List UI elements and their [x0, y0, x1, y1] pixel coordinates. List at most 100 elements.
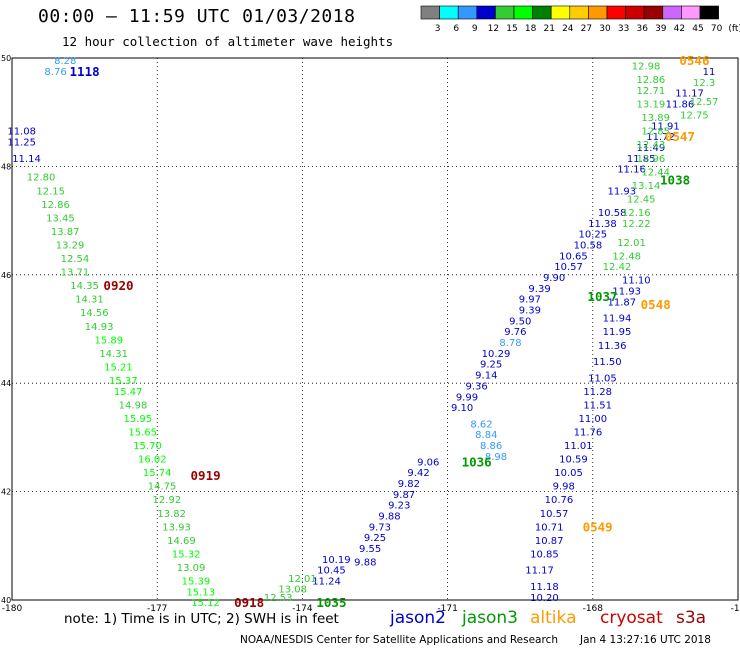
jason3-wave-height-label: 12.98 [632, 62, 661, 73]
jason3-wave-height-label: 12.16 [622, 208, 651, 219]
colorbar-tick-label: 21 [543, 24, 554, 34]
altika-wave-height-label: 8.84 [475, 430, 497, 441]
colorbar-swatch [513, 5, 533, 20]
jason3-wave-height-label: 13.29 [56, 240, 85, 251]
altika-wave-height-label: 8.28 [54, 56, 76, 67]
jason3-wave-height-label: 13.09 [177, 563, 206, 574]
jason3-wave-height-label: 15.13 [186, 587, 215, 598]
jason3-wave-height-label: 12.45 [627, 194, 656, 205]
colorbar-tick-label: 18 [525, 24, 537, 34]
pass-time-label: 1035 [316, 595, 346, 610]
jason3-wave-height-label: 15.32 [172, 549, 201, 560]
footer-organization: NOAA/NESDIS Center for Satellite Applica… [240, 634, 558, 646]
jason2-wave-height-label: 10.59 [559, 455, 588, 466]
jason3-wave-height-label: 15.74 [143, 468, 172, 479]
jason3-wave-height-label: 15.37 [109, 376, 138, 387]
jason2-wave-height-label: 10.71 [535, 522, 564, 533]
jason2-wave-height-label: 10.58 [598, 208, 627, 219]
jason3-wave-height-label: 12.86 [41, 200, 70, 211]
jason3-wave-height-label: 15.70 [133, 441, 162, 452]
colorbar-swatch [476, 5, 496, 20]
jason2-wave-height-label: 9.14 [475, 371, 497, 382]
jason2-wave-height-label: 11.14 [12, 154, 41, 165]
jason3-wave-height-label: 13.89 [641, 113, 670, 124]
pass-time-label: 0919 [191, 468, 221, 483]
jason3-wave-height-label: 14.93 [85, 322, 114, 333]
y-tick-label: 48 [1, 162, 11, 171]
jason3-wave-height-label: 12.54 [61, 254, 90, 265]
y-tick-label: 46 [1, 271, 11, 280]
colorbar-swatch [699, 5, 719, 20]
jason3-wave-height-label: 15.89 [94, 335, 123, 346]
y-tick-label: 40 [1, 596, 11, 605]
jason2-wave-height-label: 11.49 [637, 143, 666, 154]
jason3-wave-height-label: 13.14 [632, 181, 661, 192]
chart-title: 00:00 — 11:59 UTC 01/03/2018 [38, 6, 356, 27]
colorbar-swatch [625, 5, 645, 20]
jason2-wave-height-label: 11.86 [666, 100, 695, 111]
pass-time-label: 0918 [234, 595, 264, 610]
jason3-wave-height-label: 14.35 [70, 281, 99, 292]
jason3-wave-height-label: 12.96 [637, 154, 666, 165]
jason2-wave-height-label: 10.85 [530, 549, 559, 560]
jason2-wave-height-label: 11.16 [617, 165, 646, 176]
legend-cryosat: cryosat [600, 608, 663, 628]
x-tick-label: -16 [731, 604, 740, 614]
jason2-wave-height-label: 9.87 [393, 490, 415, 501]
colorbar-swatch [569, 5, 589, 20]
jason3-wave-height-label: 13.71 [61, 268, 90, 279]
jason3-wave-height-label: 12.22 [622, 219, 651, 230]
y-tick-label: 42 [1, 488, 11, 497]
jason3-wave-height-label: 15.21 [104, 362, 133, 373]
jason2-wave-height-label: 11.93 [612, 287, 641, 298]
jason2-wave-height-label: 11.24 [312, 577, 341, 588]
jason3-wave-height-label: 12.86 [637, 75, 666, 86]
pass-time-label: 1036 [462, 454, 492, 469]
jason2-wave-height-label: 11.01 [564, 441, 593, 452]
jason2-wave-height-label: 9.39 [528, 284, 550, 295]
jason2-wave-height-label: 9.97 [519, 295, 541, 306]
jason3-wave-height-label: 12.44 [641, 167, 670, 178]
jason2-wave-height-label: 11.05 [588, 373, 617, 384]
jason2-wave-height-label: 11.72 [646, 132, 675, 143]
jason2-wave-height-label: 9.23 [388, 501, 410, 512]
x-tick-label: -180 [2, 604, 23, 614]
jason3-wave-height-label: 13.08 [278, 585, 307, 596]
pass-time-label: 0547 [665, 129, 695, 144]
jason3-wave-height-label: 15.95 [124, 414, 153, 425]
jason2-wave-height-label: 11.76 [574, 427, 603, 438]
jason2-wave-height-label: 9.25 [364, 533, 386, 544]
colorbar-tick-label: 39 [655, 24, 667, 34]
jason2-wave-height-label: 9.55 [359, 544, 381, 555]
jason2-wave-height-label: 10.87 [535, 536, 564, 547]
jason2-wave-height-label: 11.85 [627, 154, 656, 165]
pass-time-label: 0920 [103, 278, 133, 293]
jason2-wave-height-label: 9.39 [519, 306, 541, 317]
colorbar-swatch [532, 5, 552, 20]
jason2-wave-height-label: 11.87 [608, 297, 637, 308]
colorbar-swatch [439, 5, 459, 20]
jason3-wave-height-label: 12.01 [288, 574, 317, 585]
colorbar-tick-label: 45 [692, 24, 703, 34]
colorbar-tick-label: 30 [599, 24, 611, 34]
jason3-wave-height-label: 12.53 [264, 593, 293, 604]
jason3-wave-height-label: 12.42 [603, 262, 632, 273]
jason2-wave-height-label: 9.99 [456, 392, 478, 403]
legend-note: note: 1) Time is in UTC; 2) SWH is in fe… [64, 611, 339, 627]
jason3-wave-height-label: 12.71 [637, 86, 666, 97]
colorbar-swatch [643, 5, 664, 20]
jason3-wave-height-label: 12.57 [690, 97, 719, 108]
colorbar-tick-label: 15 [506, 24, 517, 34]
jason2-wave-height-label: 11.36 [598, 341, 627, 352]
colorbar-tick-label: 36 [636, 24, 648, 34]
altika-wave-height-label: 8.86 [480, 441, 502, 452]
colorbar-swatch [420, 5, 440, 20]
jason2-wave-height-label: 9.90 [543, 273, 565, 284]
colorbar-swatch [495, 5, 515, 20]
jason2-wave-height-label: 9.88 [354, 558, 376, 569]
jason3-wave-height-label: 14.98 [119, 400, 148, 411]
jason2-wave-height-label: 10.45 [317, 566, 346, 577]
jason2-wave-height-label: 10.57 [540, 509, 569, 520]
jason3-wave-height-label: 14.75 [148, 482, 177, 493]
